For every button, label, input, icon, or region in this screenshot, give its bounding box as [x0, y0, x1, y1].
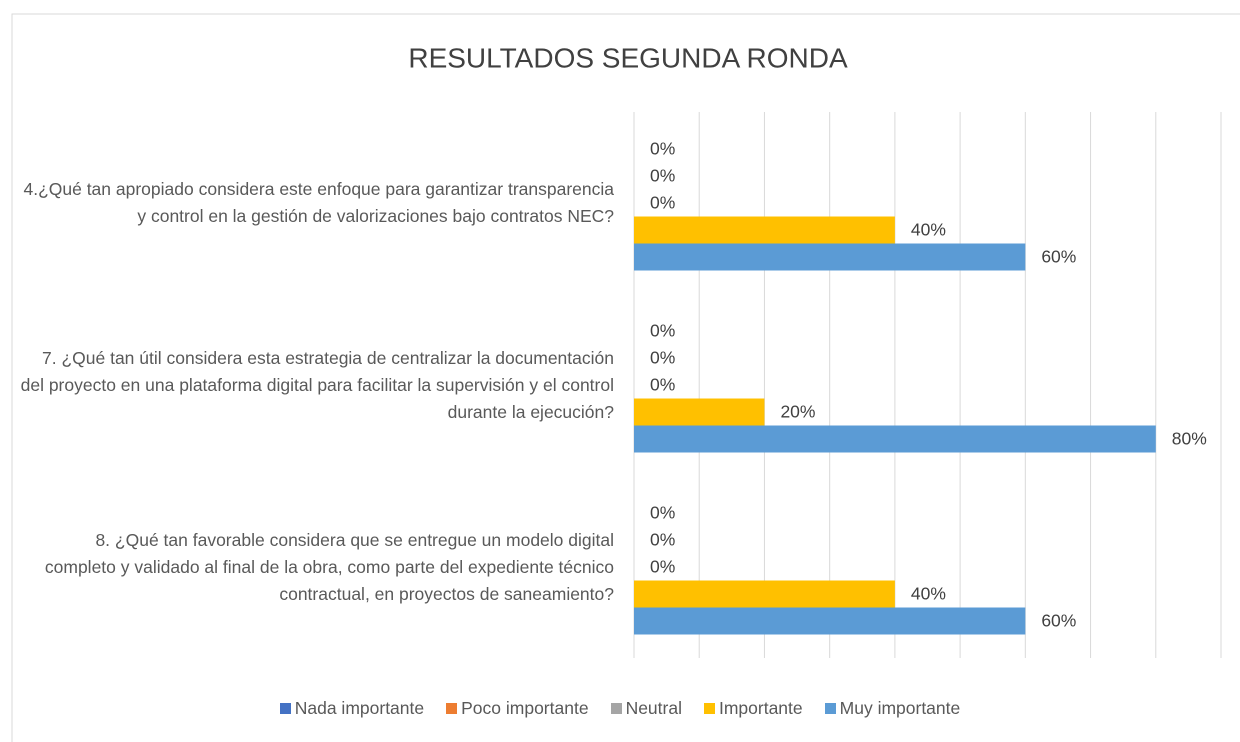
data-label: 0% — [650, 139, 675, 159]
data-label: 80% — [1172, 429, 1207, 449]
chart-frame — [11, 13, 1240, 742]
legend-label: Importante — [718, 698, 803, 718]
data-label: 0% — [650, 503, 675, 523]
y-tick-label: 8. ¿Qué tan favorable considera que se e… — [44, 529, 614, 604]
y-tick-label: 7. ¿Qué tan útil considera esta estrateg… — [20, 347, 614, 422]
data-label: 0% — [650, 193, 675, 213]
legend-item: Nada importante — [279, 698, 425, 719]
bar — [634, 425, 1156, 453]
data-label: 0% — [650, 530, 675, 550]
data-label: 60% — [1041, 611, 1076, 631]
legend-swatch — [824, 703, 836, 714]
data-label: 40% — [911, 220, 946, 240]
legend: Nada importante Poco importante Neutral Imp… — [0, 698, 1240, 719]
data-label: 20% — [780, 402, 815, 422]
bar — [634, 580, 895, 608]
legend-swatch — [610, 703, 622, 714]
data-label: 0% — [650, 321, 675, 341]
data-label: 0% — [650, 348, 675, 368]
legend-label: Muy importante — [839, 698, 961, 718]
data-label: 0% — [650, 166, 675, 186]
bar — [634, 607, 1026, 635]
data-label: 60% — [1041, 247, 1076, 267]
legend-item: Neutral — [610, 698, 682, 719]
legend-item: Importante — [703, 698, 803, 719]
bar — [634, 243, 1026, 271]
bar — [634, 398, 765, 426]
data-label: 0% — [650, 557, 675, 577]
legend-label: Neutral — [625, 698, 682, 718]
bar — [634, 216, 895, 244]
legend-swatch — [279, 703, 291, 714]
legend-item: Poco importante — [446, 698, 589, 719]
legend-swatch — [446, 703, 458, 714]
legend-item: Muy importante — [824, 698, 961, 719]
chart-title: RESULTADOS SEGUNDA RONDA — [408, 42, 848, 73]
y-tick-label: 4.¿Qué tan apropiado considera este enfo… — [23, 179, 614, 226]
data-label: 0% — [650, 375, 675, 395]
legend-label: Nada importante — [294, 698, 425, 718]
legend-swatch — [703, 703, 715, 714]
data-label: 40% — [911, 584, 946, 604]
legend-label: Poco importante — [461, 698, 589, 718]
